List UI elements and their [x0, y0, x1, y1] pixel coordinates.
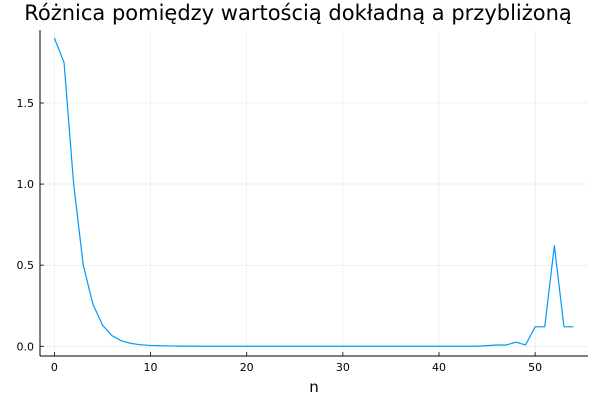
- grid: [40, 30, 588, 356]
- x-tick-label: 50: [528, 361, 542, 374]
- x-tick-label: 40: [432, 361, 446, 374]
- y-tick-label: 0.5: [17, 259, 35, 272]
- series-line: [53, 37, 574, 347]
- series: [53, 37, 574, 347]
- y-tick-label: 0.0: [17, 340, 35, 353]
- x-axis-label: n: [309, 378, 319, 396]
- y-tick-label: 1.5: [17, 97, 35, 110]
- y-tick-label: 1.0: [17, 178, 35, 191]
- chart-title: Różnica pomiędzy wartością dokładną a pr…: [24, 1, 572, 25]
- axes: [39, 30, 588, 357]
- x-tick-label: 30: [336, 361, 350, 374]
- x-tick-label: 20: [240, 361, 254, 374]
- x-tick-label: 0: [51, 361, 58, 374]
- ticks: 0 10 20 30 40 50 0.0 0.5 1.0 1.5: [17, 97, 543, 374]
- x-tick-label: 10: [144, 361, 158, 374]
